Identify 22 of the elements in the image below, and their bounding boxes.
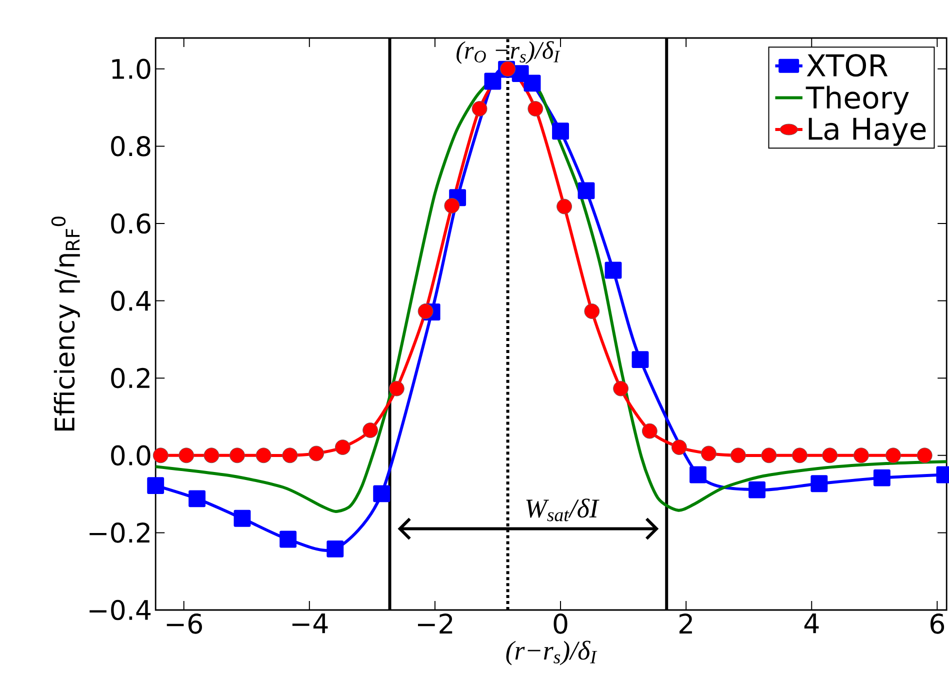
y-tick-label: 0.4 <box>111 290 151 311</box>
y-tick-label: 0.6 <box>111 213 150 234</box>
x-tick-label: −4 <box>292 614 328 634</box>
x-tick-label: 4 <box>804 614 819 634</box>
legend-label: XTOR <box>806 54 888 77</box>
text: 0.0 <box>111 445 150 466</box>
y-axis-title: Efficiency η/η$_{RF}$0 <box>51 216 80 430</box>
x-tick-label: −6 <box>166 614 202 634</box>
x-tick-label: 0 <box>554 614 568 634</box>
y-tick-label: −0.4 <box>90 600 151 620</box>
x-tick-label: 2 <box>679 614 692 634</box>
x-axis-title: (r−r$_{s}$)/δ$_{I}$ <box>506 640 598 666</box>
annotation: W$_{sat}$/δI <box>526 498 600 522</box>
ref-line-label: (r$_{O}$ −r$_{s}$)/δ$_{I}$ <box>456 41 560 64</box>
text: 1.0 <box>112 58 150 80</box>
legend-label: La Haye <box>808 118 926 146</box>
y-tick-label: −0.2 <box>90 522 150 543</box>
x-tick-label: 6 <box>930 614 944 634</box>
y-tick-label: 0.8 <box>111 136 150 156</box>
x-tick-label: −2 <box>418 614 452 634</box>
legend-label: Theory <box>806 86 909 115</box>
y-tick-label: 0.2 <box>111 368 150 388</box>
